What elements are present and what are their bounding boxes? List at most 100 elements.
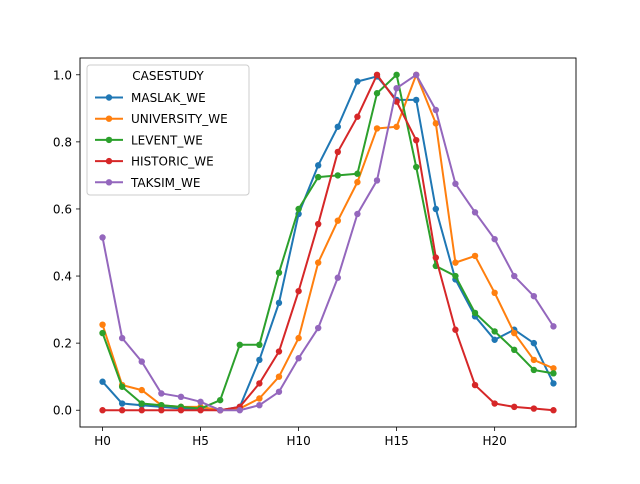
data-point <box>275 388 283 395</box>
data-point <box>550 323 557 330</box>
data-point <box>118 407 126 414</box>
data-point <box>491 336 498 343</box>
legend-entry-university-we: UNIVERSITY_WE <box>95 112 228 126</box>
y-tick-label: 0.2 <box>53 337 72 351</box>
data-point <box>373 177 381 184</box>
legend-marker <box>105 136 113 144</box>
data-point <box>511 272 518 280</box>
data-point <box>295 205 302 213</box>
legend-title: CASESTUDY <box>132 69 204 83</box>
y-tick-label: 1.0 <box>53 68 72 82</box>
data-point <box>373 125 381 132</box>
x-tick-label: H10 <box>286 434 310 448</box>
data-point <box>413 136 420 144</box>
data-point <box>432 205 440 213</box>
data-point <box>530 366 538 374</box>
legend-marker <box>105 115 113 122</box>
data-point <box>118 334 126 342</box>
data-point <box>275 299 283 307</box>
data-point <box>275 269 283 276</box>
axis-ticks: H0 H5 H10 H15 H20 0.0 0.2 0.4 0.6 0.8 1.0 <box>53 68 507 448</box>
data-point <box>334 172 342 179</box>
legend-marker <box>105 94 113 101</box>
data-point <box>491 235 498 243</box>
data-point <box>354 113 361 120</box>
data-point <box>413 96 420 104</box>
data-point <box>452 180 459 187</box>
data-point <box>354 178 361 186</box>
data-point <box>393 123 400 130</box>
data-point <box>413 71 420 78</box>
data-point <box>295 334 302 342</box>
data-point <box>99 321 106 328</box>
data-point <box>216 396 224 404</box>
legend-entry-maslak-we: MASLAK_WE <box>95 91 206 105</box>
data-point <box>471 252 479 260</box>
data-point <box>452 326 459 333</box>
legend-marker <box>105 179 113 186</box>
data-point <box>295 355 302 362</box>
data-point <box>256 356 263 364</box>
legend-entry-levent-we: LEVENT_WE <box>95 133 203 147</box>
data-point <box>138 400 145 407</box>
legend-marker <box>105 157 113 165</box>
data-point <box>373 90 381 97</box>
data-point <box>550 365 557 372</box>
legend-entry-taksim-we: TAKSIM_WE <box>95 176 200 190</box>
data-point <box>413 163 420 171</box>
data-point <box>471 209 479 216</box>
data-point <box>158 401 165 409</box>
data-point <box>158 407 165 414</box>
y-tick-label: 0.8 <box>53 135 72 149</box>
data-point <box>432 120 440 127</box>
data-point <box>550 370 557 377</box>
plot-frame <box>79 57 577 428</box>
data-point <box>177 407 185 414</box>
data-point <box>471 309 479 317</box>
series-line-taksim-we <box>101 73 555 412</box>
data-point <box>334 123 342 130</box>
data-point <box>275 348 283 355</box>
data-point <box>236 341 243 349</box>
data-point <box>118 383 126 390</box>
legend: CASESTUDY MASLAK_WE UNIVERSITY_WE LEVENT_W… <box>86 64 250 196</box>
data-point <box>275 373 283 380</box>
data-point <box>138 358 145 365</box>
data-point <box>530 405 538 412</box>
x-tick-label: H0 <box>94 434 111 448</box>
data-point <box>334 148 342 156</box>
legend-entry-historic-we: HISTORIC_WE <box>95 155 214 169</box>
data-point <box>177 393 185 401</box>
legend-label: UNIVERSITY_WE <box>131 112 228 126</box>
y-tick-label: 0.0 <box>53 404 72 418</box>
data-point <box>256 401 263 409</box>
data-point <box>314 162 322 169</box>
data-point <box>99 407 106 414</box>
data-point <box>491 400 498 407</box>
legend-label: LEVENT_WE <box>131 133 203 147</box>
data-point <box>314 220 322 228</box>
y-tick-label: 0.4 <box>53 270 72 284</box>
series-line-historic-we <box>101 73 555 412</box>
data-point <box>314 324 322 332</box>
data-point <box>530 292 538 300</box>
data-point <box>393 84 400 92</box>
data-point <box>197 407 204 414</box>
data-point <box>511 403 518 411</box>
data-point <box>491 289 498 297</box>
data-point <box>99 378 106 385</box>
data-point <box>138 386 145 394</box>
y-tick-label: 0.6 <box>53 202 72 216</box>
data-point <box>256 341 263 349</box>
data-point <box>550 380 557 387</box>
data-point <box>452 259 459 266</box>
data-point <box>295 287 302 295</box>
data-point <box>256 395 263 402</box>
data-point <box>491 328 498 335</box>
data-point <box>432 106 440 114</box>
data-point <box>236 407 243 414</box>
data-point <box>216 407 224 414</box>
data-point <box>334 274 342 281</box>
